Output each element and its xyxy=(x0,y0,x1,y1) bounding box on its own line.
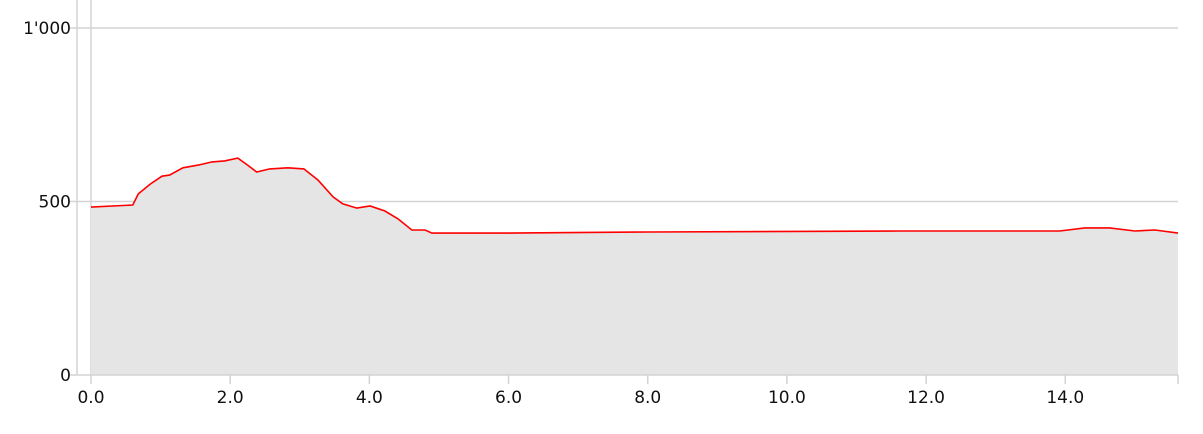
x-tick-label: 14.0 xyxy=(1046,388,1084,408)
x-tick-label: 4.0 xyxy=(356,388,383,408)
area-fill xyxy=(91,158,1178,375)
x-tick-label: 12.0 xyxy=(907,388,945,408)
x-tick-label: 0.0 xyxy=(77,388,104,408)
x-tick-label: 2.0 xyxy=(217,388,244,408)
y-tick-label: 1'000 xyxy=(23,19,71,39)
x-tick-label: 6.0 xyxy=(495,388,522,408)
x-tick-label: 8.0 xyxy=(634,388,661,408)
x-tick-label: 10.0 xyxy=(768,388,806,408)
y-tick-label: 500 xyxy=(39,193,71,213)
y-tick-label: 0 xyxy=(60,366,71,386)
